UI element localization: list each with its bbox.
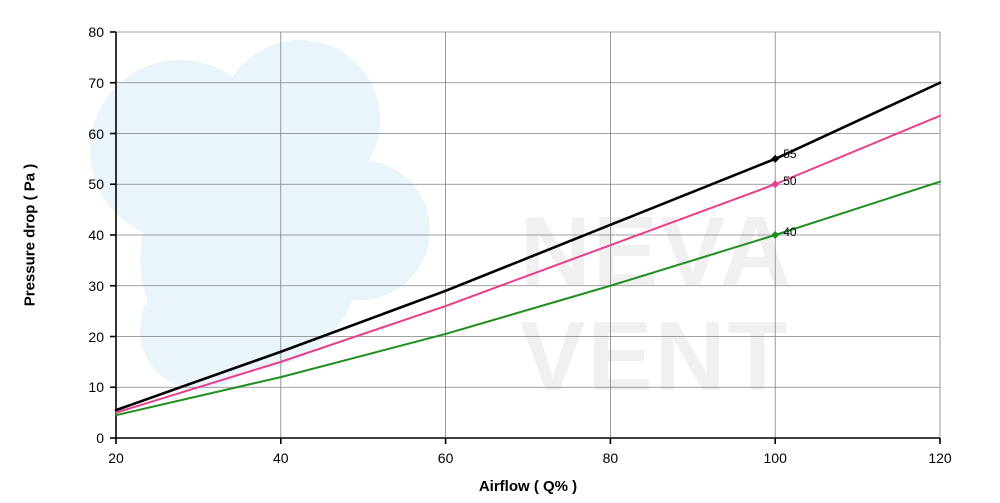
pressure-drop-chart <box>0 0 1000 503</box>
x-tick-label: 60 <box>438 450 454 466</box>
y-tick-label: 40 <box>88 227 104 243</box>
series-label-40: 40 <box>783 225 796 239</box>
series-marker <box>771 231 779 239</box>
x-tick-label: 20 <box>108 450 124 466</box>
y-tick-label: 60 <box>88 126 104 142</box>
x-axis-title: Airflow ( Q% ) <box>479 478 577 495</box>
y-tick-label: 20 <box>88 329 104 345</box>
x-tick-label: 80 <box>603 450 619 466</box>
series-55 <box>116 83 940 410</box>
x-tick-label: 100 <box>764 450 787 466</box>
y-tick-label: 10 <box>88 379 104 395</box>
series-50 <box>116 116 940 413</box>
x-tick-label: 120 <box>928 450 951 466</box>
series-label-55: 55 <box>783 147 796 161</box>
y-tick-label: 30 <box>88 278 104 294</box>
y-tick-label: 50 <box>88 176 104 192</box>
series-marker <box>771 180 779 188</box>
y-tick-label: 0 <box>96 430 104 446</box>
x-tick-label: 40 <box>273 450 289 466</box>
series-label-50: 50 <box>783 174 796 188</box>
y-axis-title: Pressure drop ( Pa ) <box>22 164 39 307</box>
y-tick-label: 70 <box>88 75 104 91</box>
series-marker <box>771 155 779 163</box>
series-40 <box>116 182 940 415</box>
chart-container: { "chart": { "type": "line", "width_px":… <box>0 0 1000 503</box>
y-tick-label: 80 <box>88 24 104 40</box>
